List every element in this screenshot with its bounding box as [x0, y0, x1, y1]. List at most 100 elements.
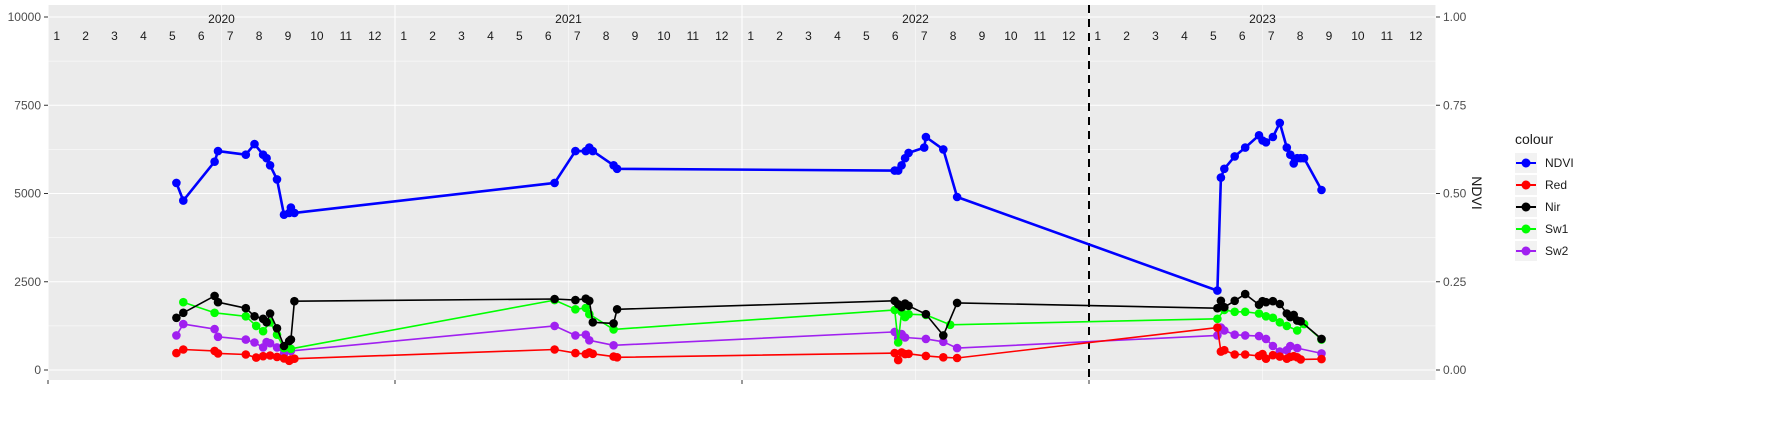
month-label: 3 [458, 29, 465, 43]
month-label: 4 [834, 29, 841, 43]
data-point-ndvi [172, 178, 181, 188]
data-point-ndvi [290, 208, 299, 218]
data-point-ndvi [1275, 118, 1285, 128]
month-label: 7 [574, 29, 581, 43]
data-point-nir [213, 297, 223, 307]
data-point-nir [609, 319, 618, 328]
data-point-ndvi [179, 196, 188, 205]
data-point-sw2 [1220, 326, 1229, 335]
year-label: 2023 [1249, 12, 1276, 26]
data-point-sw1 [1292, 326, 1302, 335]
data-point-red [588, 349, 598, 359]
data-point-sw2 [550, 321, 559, 331]
axes: 0 2500 5000 7500 10000 0.00 0.25 0.50 0.75 1.00 [8, 10, 1467, 384]
data-point-ndvi [241, 150, 251, 159]
data-point-sw1 [1254, 309, 1264, 318]
data-point-nir [1296, 317, 1305, 326]
data-point-sw2 [609, 341, 618, 350]
data-point-red [1220, 345, 1229, 355]
data-point-sw2 [265, 338, 275, 348]
data-point-sw2 [1261, 334, 1271, 344]
data-point-ndvi [1213, 286, 1222, 295]
data-point-sw1 [1275, 318, 1285, 327]
month-label: 12 [1062, 29, 1076, 43]
month-label: 8 [950, 29, 957, 43]
data-point-sw1 [1240, 307, 1250, 317]
legend-item-nir: Nir [1515, 197, 1560, 217]
data-point-sw1 [286, 344, 296, 354]
month-label: 10 [657, 29, 671, 43]
data-point-sw2 [1286, 341, 1295, 351]
left-axis-tick-label: 2500 [14, 275, 41, 289]
legend: colour NDVI Red Nir Sw1 Sw2 [1515, 131, 1574, 261]
data-point-nir [1230, 296, 1239, 306]
data-point-nir [286, 335, 296, 344]
month-label: 9 [285, 29, 292, 43]
data-point-red [179, 345, 188, 354]
data-point-red [1296, 355, 1305, 364]
month-label: 9 [632, 29, 639, 43]
series-red [172, 323, 1326, 366]
data-point-nir [179, 308, 188, 318]
data-point-red [904, 349, 913, 359]
month-label: 10 [1351, 29, 1365, 43]
data-point-sw2 [900, 333, 910, 342]
data-point-sw2 [1230, 330, 1239, 340]
data-point-nir [250, 312, 259, 321]
data-point-red [272, 352, 282, 362]
left-axis-tick-label: 5000 [14, 187, 41, 201]
legend-key-point [1521, 202, 1531, 212]
month-label: 10 [310, 29, 324, 43]
month-label: 11 [1034, 29, 1047, 43]
data-point-nir [265, 309, 275, 318]
month-label: 1 [53, 29, 60, 43]
month-label: 8 [603, 29, 610, 43]
year-labels: 2020 2021 2022 2023 [208, 12, 1276, 26]
data-point-sw2 [921, 334, 931, 344]
legend-title: colour [1515, 131, 1553, 147]
data-point-ndvi [210, 157, 219, 166]
data-point-red [1240, 350, 1250, 359]
data-point-ndvi [921, 132, 931, 142]
data-point-sw2 [272, 343, 282, 352]
series-ndvi [172, 118, 1326, 295]
data-point-red [258, 351, 268, 361]
month-labels: 1 2 3 4 5 6 7 8 9 10 11 12 1 2 3 4 5 6 7 8 9 10 11 12 1 2 3 4 5 6 7 8 9 1… [53, 29, 1422, 43]
data-point-sw1 [251, 321, 261, 331]
data-point-ndvi [262, 153, 271, 163]
month-label: 5 [169, 29, 176, 43]
right-axis-title: NDVI [1469, 176, 1485, 209]
month-label: 8 [256, 29, 263, 43]
data-point-red [939, 353, 948, 362]
legend-key-point [1521, 246, 1531, 256]
month-label: 5 [863, 29, 870, 43]
legend-label: Red [1545, 178, 1567, 192]
data-point-sw1 [241, 312, 251, 321]
month-label: 4 [140, 29, 147, 43]
data-point-ndvi [571, 146, 580, 156]
data-point-nir [1216, 296, 1226, 306]
month-label: 11 [687, 29, 700, 43]
data-point-ndvi [272, 175, 282, 184]
data-point-nir [571, 295, 580, 305]
left-axis-tick-label: 10000 [8, 10, 42, 24]
legend-key-point [1521, 158, 1531, 168]
data-point-nir [585, 296, 594, 306]
data-point-sw2 [939, 337, 948, 347]
data-point-red [290, 354, 299, 364]
data-point-red [1268, 350, 1278, 360]
data-point-ndvi [1268, 132, 1278, 142]
data-point-sw1 [581, 303, 591, 313]
month-label: 4 [1181, 29, 1188, 43]
data-point-ndvi [1216, 173, 1226, 182]
data-point-nir [290, 296, 299, 306]
data-point-ndvi [588, 146, 598, 156]
data-point-sw2 [952, 343, 962, 353]
data-point-sw1 [1213, 314, 1222, 324]
month-label: 11 [1381, 29, 1394, 43]
data-point-nir [272, 324, 282, 333]
month-label: 7 [921, 29, 928, 43]
data-point-nir [1240, 289, 1250, 299]
data-point-nir [904, 301, 913, 311]
month-label: 2 [82, 29, 89, 43]
